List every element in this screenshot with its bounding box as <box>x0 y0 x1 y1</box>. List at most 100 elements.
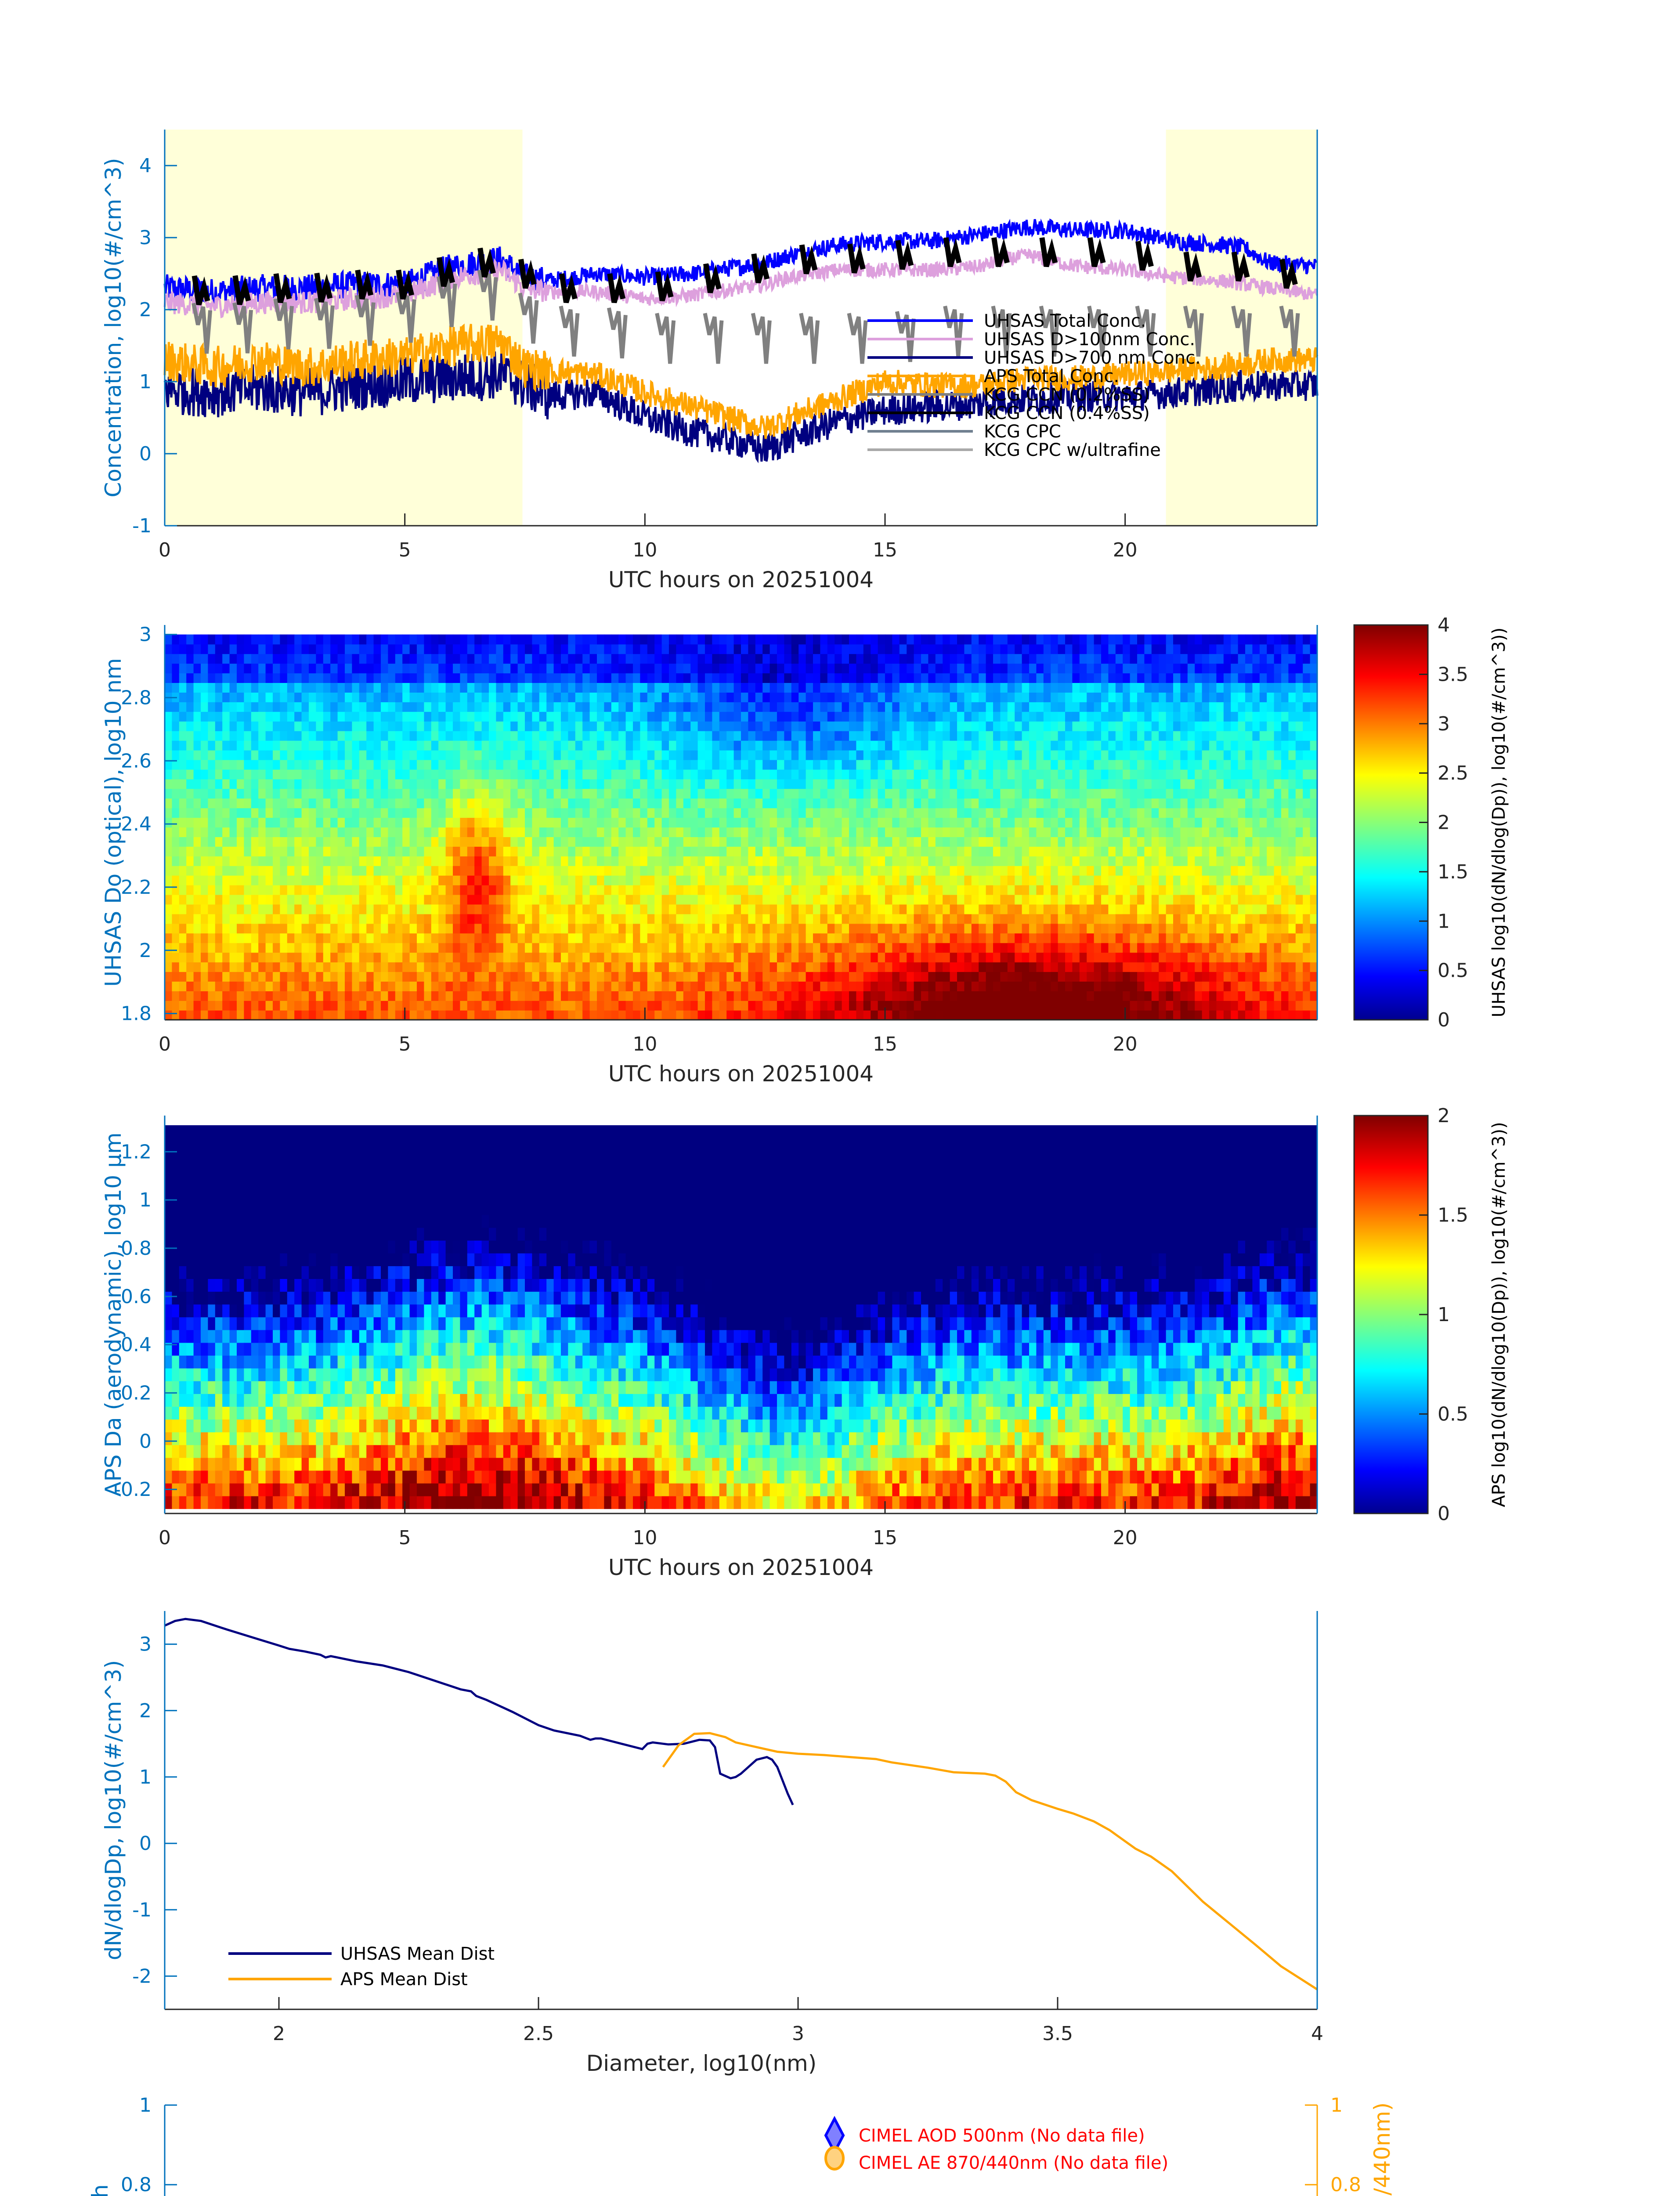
heatmap-cell <box>388 769 396 780</box>
heatmap-cell <box>265 808 273 818</box>
heatmap-cell <box>683 827 691 837</box>
heatmap-cell <box>784 644 792 654</box>
heatmap-cell <box>244 702 252 712</box>
heatmap-cell <box>899 866 907 876</box>
heatmap-cell <box>366 1010 374 1020</box>
heatmap-cell <box>273 808 281 818</box>
heatmap-cell <box>597 740 605 751</box>
heatmap-cell <box>1036 759 1044 770</box>
heatmap-cell <box>676 943 684 953</box>
heatmap-cell <box>568 740 576 751</box>
heatmap-cell <box>842 875 849 885</box>
heatmap-cell <box>1007 1000 1015 1011</box>
heatmap-cell <box>208 933 216 943</box>
heatmap-cell <box>316 972 324 982</box>
heatmap-cell <box>806 721 813 731</box>
heatmap-cell <box>661 933 669 943</box>
heatmap-cell <box>280 769 288 780</box>
heatmap-cell <box>914 663 921 674</box>
heatmap-cell <box>222 712 230 722</box>
heatmap-cell <box>381 644 389 654</box>
heatmap-cell <box>453 856 461 866</box>
heatmap-cell <box>568 885 576 895</box>
heatmap-cell <box>388 663 396 674</box>
heatmap-cell <box>683 663 691 674</box>
heatmap-cell <box>1000 779 1008 789</box>
heatmap-cell <box>1029 730 1037 741</box>
heatmap-cell <box>222 750 230 760</box>
heatmap-cell <box>914 788 921 799</box>
heatmap-cell <box>280 808 288 818</box>
heatmap-cell <box>885 904 893 914</box>
heatmap-cell <box>964 808 972 818</box>
heatmap-cell <box>582 962 590 972</box>
heatmap-cell <box>943 817 950 828</box>
heatmap-cell <box>647 730 655 741</box>
heatmap-cell <box>409 730 417 741</box>
heatmap-cell <box>827 702 835 712</box>
heatmap-cell <box>510 856 518 866</box>
heatmap-cell <box>301 856 309 866</box>
y-tick-label: 1 <box>139 371 152 393</box>
heatmap-cell <box>251 837 259 847</box>
heatmap-cell <box>690 894 698 905</box>
heatmap-cell <box>820 712 828 722</box>
heatmap-cell <box>597 673 605 683</box>
heatmap-cell <box>899 875 907 885</box>
heatmap-cell <box>553 702 561 712</box>
heatmap-cell <box>467 654 475 664</box>
heatmap-cell <box>726 663 734 674</box>
heatmap-cell <box>517 827 525 837</box>
heatmap-cell <box>352 750 360 760</box>
heatmap-cell <box>193 808 201 818</box>
heatmap-cell <box>481 991 489 1001</box>
heatmap-cell <box>784 981 792 991</box>
heatmap-cell <box>222 740 230 751</box>
heatmap-cell <box>986 837 994 847</box>
heatmap-cell <box>712 1000 720 1011</box>
heatmap-cell <box>633 644 641 654</box>
heatmap-cell <box>258 817 266 828</box>
heatmap-cell <box>438 788 446 799</box>
heatmap-cell <box>943 769 950 780</box>
heatmap-cell <box>726 740 734 751</box>
heatmap-cell <box>842 991 849 1001</box>
heatmap-cell <box>604 779 612 789</box>
heatmap-cell <box>697 663 705 674</box>
heatmap-cell <box>280 914 288 924</box>
heatmap-cell <box>611 952 619 963</box>
heatmap-cell <box>647 798 655 809</box>
heatmap-cell <box>251 740 259 751</box>
heatmap-cell <box>640 712 648 722</box>
heatmap-cell <box>496 885 504 895</box>
heatmap-cell <box>849 798 857 809</box>
ccn-04-spike <box>396 269 415 300</box>
heatmap-cell <box>835 808 842 818</box>
heatmap-cell <box>496 759 504 770</box>
heatmap-cell <box>179 933 187 943</box>
heatmap-cell <box>258 885 266 895</box>
heatmap-cell <box>366 798 374 809</box>
heatmap-cell <box>539 1000 547 1011</box>
heatmap-cell <box>229 837 237 847</box>
heatmap-cell <box>935 933 943 943</box>
heatmap-cell <box>179 702 187 712</box>
heatmap-cell <box>553 846 561 856</box>
heatmap-cell <box>993 972 1001 982</box>
heatmap-cell <box>481 1000 489 1011</box>
heatmap-cell <box>986 875 994 885</box>
heatmap-cell <box>611 1000 619 1011</box>
heatmap-cell <box>330 952 338 963</box>
heatmap-cell <box>1043 846 1051 856</box>
heatmap-cell <box>964 1010 972 1020</box>
heatmap-cell <box>431 817 439 828</box>
heatmap-cell <box>827 654 835 664</box>
heatmap-cell <box>762 827 770 837</box>
heatmap-cell <box>244 779 252 789</box>
heatmap-cell <box>986 981 994 991</box>
heatmap-cell <box>733 952 741 963</box>
heatmap-cell <box>251 769 259 780</box>
heatmap-cell <box>532 730 540 741</box>
heatmap-cell <box>352 914 360 924</box>
heatmap-cell <box>849 837 857 847</box>
